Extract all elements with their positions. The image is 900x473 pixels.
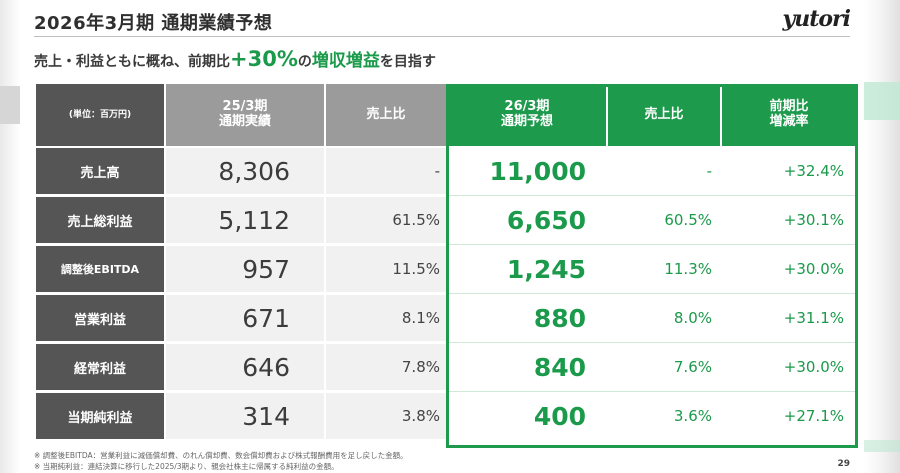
cell-fc-adjusted-ebitda: 1,245	[448, 246, 606, 292]
cell-fc-ratio-adjusted-ebitda: 11.3%	[608, 246, 720, 292]
cell-prev-gross-profit: 5,112	[166, 197, 324, 243]
row-label-adjusted-ebitda: 調整後EBITDA	[36, 246, 164, 292]
subtitle-highlight-percent: +30%	[230, 47, 298, 71]
cell-fc-net-income: 400	[448, 393, 606, 439]
header-prev-line2: 通期実績	[218, 114, 271, 129]
header-yoy-line1: 前期比	[769, 99, 809, 115]
page-number: 29	[837, 459, 850, 469]
row-label-net-income: 当期純利益	[36, 393, 164, 439]
subtitle-pre: 売上・利益ともに概ね、前期比	[34, 54, 230, 70]
cell-prev-net-income: 314	[166, 393, 324, 439]
cell-fc-ratio-ordinary-profit: 7.6%	[608, 344, 720, 390]
cell-prev-ratio-sales: -	[326, 148, 446, 194]
row-divider	[448, 342, 856, 343]
header-fc-line1: 26/3期	[504, 99, 550, 115]
subtitle-mid: の	[297, 54, 312, 70]
cell-yoy-sales: +32.4%	[722, 148, 856, 194]
header-forecast: 26/3期 通期予想	[448, 84, 606, 146]
cell-fc-ratio-operating-profit: 8.0%	[608, 295, 720, 341]
cell-fc-sales: 11,000	[448, 148, 606, 194]
cell-prev-ratio-net-income: 3.8%	[326, 393, 446, 439]
cell-yoy-operating-profit: +31.1%	[722, 295, 856, 341]
row-label-operating-profit: 営業利益	[36, 295, 164, 341]
footnote-net-income: ※ 当期純利益：連結決算に移行した2025/3期より、親会社株主に帰属する純利益…	[34, 462, 339, 471]
header-yoy-line2: 増減率	[769, 114, 809, 129]
cell-prev-ratio-operating-profit: 8.1%	[326, 295, 446, 341]
cell-fc-gross-profit: 6,650	[448, 197, 606, 243]
cell-fc-ratio-net-income: 3.6%	[608, 393, 720, 439]
cell-prev-ratio-ordinary-profit: 7.8%	[326, 344, 446, 390]
row-divider	[448, 391, 856, 392]
footnote-ebitda: ※ 調整後EBITDA：営業利益に減価償却費、のれん償却費、数会償却費および株式…	[34, 451, 408, 460]
cell-yoy-ordinary-profit: +30.0%	[722, 344, 856, 390]
cell-prev-ratio-adjusted-ebitda: 11.5%	[326, 246, 446, 292]
cell-yoy-net-income: +27.1%	[722, 393, 856, 439]
header-prev-ratio: 売上比	[326, 84, 446, 146]
row-label-sales: 売上高	[36, 148, 164, 194]
row-label-ordinary-profit: 経常利益	[36, 344, 164, 390]
title-divider	[34, 36, 850, 37]
cell-prev-operating-profit: 671	[166, 295, 324, 341]
cell-fc-ordinary-profit: 840	[448, 344, 606, 390]
cell-prev-ordinary-profit: 646	[166, 344, 324, 390]
row-divider	[448, 195, 856, 196]
cell-prev-ratio-gross-profit: 61.5%	[326, 197, 446, 243]
slide-title: 2026年3月期 通期業績予想	[34, 13, 273, 34]
subtitle-highlight-growth: 増収増益	[311, 51, 380, 71]
cell-prev-adjusted-ebitda: 957	[166, 246, 324, 292]
header-fc-line2: 通期予想	[500, 114, 553, 129]
subtitle-post: を目指す	[379, 54, 436, 70]
cell-yoy-adjusted-ebitda: +30.0%	[722, 246, 856, 292]
cell-prev-sales: 8,306	[166, 148, 324, 194]
header-yoy-change: 前期比 増減率	[722, 84, 856, 146]
row-divider	[448, 244, 856, 245]
cell-fc-ratio-gross-profit: 60.5%	[608, 197, 720, 243]
header-prev-actual: 25/3期 通期実績	[166, 84, 324, 146]
right-edge-shadow	[864, 0, 900, 473]
cell-fc-ratio-sales: -	[608, 148, 720, 194]
header-unit: (単位：百万円)	[36, 84, 164, 146]
yutori-logo: yutori	[782, 6, 851, 32]
cell-fc-operating-profit: 880	[448, 295, 606, 341]
cell-yoy-gross-profit: +30.1%	[722, 197, 856, 243]
slide-subtitle: 売上・利益ともに概ね、前期比+30%の増収増益を目指す	[34, 46, 436, 71]
left-edge-shadow	[0, 0, 20, 473]
header-forecast-ratio: 売上比	[608, 84, 720, 146]
row-divider	[448, 293, 856, 294]
header-prev-line1: 25/3期	[222, 99, 268, 115]
row-label-gross-profit: 売上総利益	[36, 197, 164, 243]
slide: 2026年3月期 通期業績予想 yutori 売上・利益ともに概ね、前期比+30…	[20, 0, 864, 473]
